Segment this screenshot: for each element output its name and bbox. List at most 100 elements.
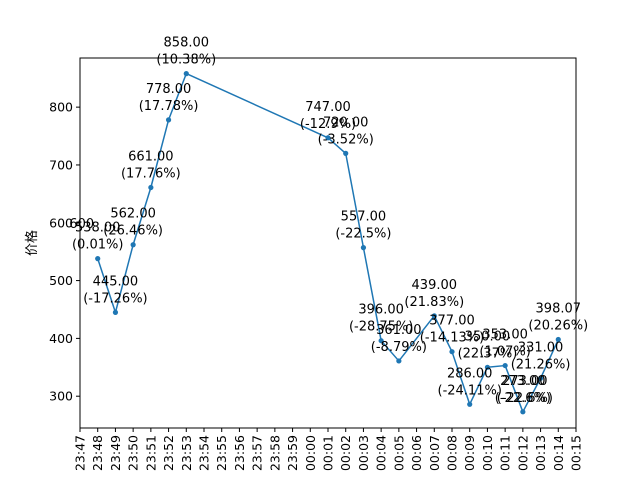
data-label-value: 439.00 xyxy=(412,278,458,293)
data-point xyxy=(325,135,331,141)
x-tick-label: 23:58 xyxy=(267,435,282,471)
data-label-value: 445.00 xyxy=(93,274,139,289)
data-point xyxy=(148,184,154,191)
data-label-value: 361.00 xyxy=(376,323,422,338)
data-label-change: (21.26%) xyxy=(511,357,571,372)
data-point xyxy=(502,362,508,369)
data-label-value: 720.00 xyxy=(323,115,369,130)
x-tick-label: 23:59 xyxy=(285,435,300,471)
data-label-change: (10.38%) xyxy=(156,53,216,68)
data-point xyxy=(130,242,136,248)
x-tick-label: 00:08 xyxy=(445,435,460,471)
x-tick-label: 00:00 xyxy=(303,435,318,471)
x-tick-label: 00:15 xyxy=(569,435,584,471)
data-label-value: 377.00 xyxy=(429,314,475,329)
data-label-change: (17.78%) xyxy=(139,99,199,114)
data-label-change: (-22.6%) xyxy=(495,391,551,406)
data-point xyxy=(449,349,455,355)
data-label-value: 858.00 xyxy=(164,36,210,51)
chart-marks xyxy=(95,71,561,415)
data-label-change: (-12.9%) xyxy=(300,117,356,132)
data-point xyxy=(431,313,437,319)
y-tick-label: 500 xyxy=(49,273,73,288)
data-label-change: (0.01%) xyxy=(72,238,123,253)
x-tick-label: 00:04 xyxy=(374,435,389,471)
data-point xyxy=(555,336,561,343)
y-axis-title: 价格 xyxy=(24,230,40,256)
x-tick-label: 23:52 xyxy=(161,435,176,471)
x-tick-label: 00:03 xyxy=(356,435,371,471)
x-tick-label: 23:57 xyxy=(250,435,265,471)
data-point xyxy=(112,309,119,315)
data-point xyxy=(520,409,526,415)
x-tick-label: 00:01 xyxy=(321,435,336,471)
x-tick-label: 00:14 xyxy=(551,435,566,471)
y-tick-label: 400 xyxy=(49,331,73,346)
x-tick-label: 00:02 xyxy=(338,435,353,471)
data-point xyxy=(484,364,491,370)
data-point xyxy=(396,358,402,364)
data-label-change: (1.07%) xyxy=(479,345,530,360)
x-tick-label: 23:56 xyxy=(232,435,247,471)
data-label-value: 398.07 xyxy=(536,302,582,317)
data-label-value: 778.00 xyxy=(146,82,192,97)
data-label-change: (-14.13%) xyxy=(420,331,484,346)
x-tick-label: 00:12 xyxy=(515,435,530,471)
data-label-value: 747.00 xyxy=(305,100,351,115)
data-label-value: 661.00 xyxy=(128,150,174,165)
x-tick-label: 23:55 xyxy=(214,435,229,471)
x-tick-label: 23:48 xyxy=(90,435,105,471)
data-point xyxy=(378,338,384,344)
data-label-value: 538.00 xyxy=(75,221,121,236)
data-point xyxy=(343,150,349,156)
x-tick-label: 23:53 xyxy=(179,435,194,471)
x-tick-label: 00:10 xyxy=(480,435,495,471)
x-tick-label: 00:06 xyxy=(409,435,424,471)
data-label-value: 557.00 xyxy=(341,210,387,225)
x-tick-label: 00:07 xyxy=(427,435,442,471)
data-label-change-duplicate: (-22.6%) xyxy=(497,391,553,406)
x-tick-label: 00:05 xyxy=(391,435,406,471)
data-label-value: 350.00 xyxy=(465,329,511,344)
data-label-change: (22.37%) xyxy=(458,346,518,361)
y-tick-label: 800 xyxy=(49,100,73,115)
x-tick-label: 00:09 xyxy=(462,435,477,471)
data-label-change: (-3.52%) xyxy=(318,132,374,147)
y-tick-label: 600 xyxy=(49,215,73,230)
data-label-change: (-28.75%) xyxy=(349,320,413,335)
data-label-change: (17.76%) xyxy=(121,167,181,182)
data-label-value: 286.00 xyxy=(447,366,493,381)
data-label-change: (21.83%) xyxy=(404,295,464,310)
x-tick-label: 23:54 xyxy=(197,435,212,471)
data-label-change: (-22.5%) xyxy=(335,227,391,242)
data-label-value: 562.00 xyxy=(110,207,156,222)
data-label-change: (-8.79%) xyxy=(371,340,427,355)
data-point xyxy=(537,375,544,381)
y-tick-label: 300 xyxy=(49,389,73,404)
data-label-change: (-17.26%) xyxy=(83,291,147,306)
x-tick-label: 00:13 xyxy=(533,435,548,471)
data-label-change: (-24.11%) xyxy=(438,383,502,398)
x-tick-label: 23:47 xyxy=(73,435,88,471)
x-tick-label: 23:50 xyxy=(126,435,141,471)
data-label-change: (26.46%) xyxy=(103,224,163,239)
chart-data-labels: 538.00 (0.01%) 445.00 (-17.26%) 562.00 (26.46… xyxy=(69,36,588,406)
data-label-value: 396.00 xyxy=(358,303,404,318)
data-point xyxy=(360,245,367,251)
data-label-value: 273.00 xyxy=(500,374,546,389)
data-point xyxy=(467,401,473,407)
data-label-value-duplicate: 273.00 xyxy=(502,374,548,389)
y-tick-label: 700 xyxy=(49,157,73,172)
x-tick-label: 00:11 xyxy=(498,435,513,471)
data-point xyxy=(165,117,172,123)
x-axis: 23:47 23:48 23:49 23:50 23:51 23:52 23:53 23:54… xyxy=(73,428,584,471)
y-value-annotation: 600 xyxy=(69,217,94,232)
x-tick-label: 23:49 xyxy=(108,435,123,471)
data-point xyxy=(183,71,189,77)
data-point xyxy=(95,256,101,262)
data-label-change: (20.26%) xyxy=(528,319,588,334)
data-label-value: 353.00 xyxy=(482,328,528,343)
data-label-value: 331.00 xyxy=(518,340,564,355)
x-tick-label: 23:51 xyxy=(143,435,158,471)
